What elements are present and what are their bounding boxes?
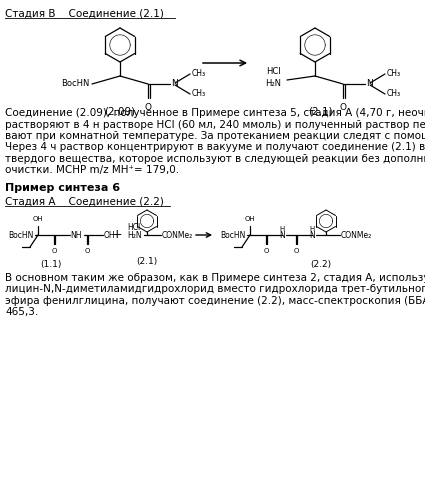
Text: N: N: [279, 230, 285, 239]
Text: O: O: [51, 248, 57, 254]
Text: H: H: [279, 226, 285, 232]
Text: OH: OH: [33, 216, 43, 222]
Text: твердого вещества, которое используют в следующей реакции без дополнительной: твердого вещества, которое используют в …: [5, 154, 425, 164]
Text: (2.1): (2.1): [308, 106, 332, 116]
Text: CH₃: CH₃: [387, 90, 401, 98]
Text: Стадия А    Соединение (2.2): Стадия А Соединение (2.2): [5, 197, 164, 207]
Text: Пример синтеза 6: Пример синтеза 6: [5, 183, 120, 193]
Text: 465,3.: 465,3.: [5, 308, 38, 318]
Text: N: N: [309, 230, 315, 239]
Text: (2.2): (2.2): [310, 260, 332, 269]
Text: лицин-N,N-диметиламидгидрохлорид вместо гидрохлорида трет-бутильного сложного: лицин-N,N-диметиламидгидрохлорид вместо …: [5, 284, 425, 294]
Text: H₂N: H₂N: [265, 78, 281, 88]
Text: CONMe₂: CONMe₂: [162, 230, 193, 239]
Text: растворяют в 4 н растворе HCl (60 мл, 240 ммоль) и полученный раствор перемеши-: растворяют в 4 н растворе HCl (60 мл, 24…: [5, 120, 425, 130]
Text: CONMe₂: CONMe₂: [341, 230, 372, 239]
Text: Через 4 ч раствор концентрируют в вакууме и получают соединение (2.1) в виде бел: Через 4 ч раствор концентрируют в вакуум…: [5, 142, 425, 152]
Text: В основном таким же образом, как в Примере синтеза 2, стадия А, используя фенилг: В основном таким же образом, как в Приме…: [5, 273, 425, 283]
Text: BocHN: BocHN: [62, 80, 90, 88]
Text: O: O: [264, 248, 269, 254]
Text: (1.1): (1.1): [40, 260, 61, 269]
Text: NH: NH: [70, 230, 82, 239]
Text: BocHN: BocHN: [8, 230, 34, 239]
Text: CH₃: CH₃: [192, 90, 206, 98]
Text: HCl: HCl: [127, 224, 140, 232]
Text: OH: OH: [104, 230, 116, 239]
Text: N: N: [171, 80, 178, 88]
Text: OH: OH: [245, 216, 255, 222]
Text: эфира фенилглицина, получают соединение (2.2), масс-спектроскопия (ББА) М+1 =: эфира фенилглицина, получают соединение …: [5, 296, 425, 306]
Text: вают при комнатной температуре. За протеканием реакции следят с помощью ТСХ.: вают при комнатной температуре. За проте…: [5, 131, 425, 141]
Text: H₂N: H₂N: [127, 230, 142, 239]
Text: BocHN: BocHN: [220, 230, 245, 239]
Text: CH₃: CH₃: [387, 70, 401, 78]
Text: (2.09): (2.09): [105, 106, 136, 116]
Text: HCl: HCl: [266, 66, 281, 76]
Text: O: O: [293, 248, 299, 254]
Text: O: O: [144, 103, 151, 112]
Text: N: N: [366, 80, 373, 88]
Text: H: H: [309, 226, 314, 232]
Text: O: O: [340, 103, 346, 112]
Text: Стадия В    Соединение (2.1): Стадия В Соединение (2.1): [5, 9, 164, 19]
Text: Соединение (2.09), полученное в Примере синтеза 5, стадия А (4,70 г, неочищенное: Соединение (2.09), полученное в Примере …: [5, 108, 425, 118]
Text: O: O: [84, 248, 90, 254]
Text: +: +: [112, 228, 122, 241]
Text: очистки. МСНР m/z МН⁺= 179,0.: очистки. МСНР m/z МН⁺= 179,0.: [5, 166, 179, 175]
Text: CH₃: CH₃: [192, 70, 206, 78]
Text: (2.1): (2.1): [136, 257, 158, 266]
